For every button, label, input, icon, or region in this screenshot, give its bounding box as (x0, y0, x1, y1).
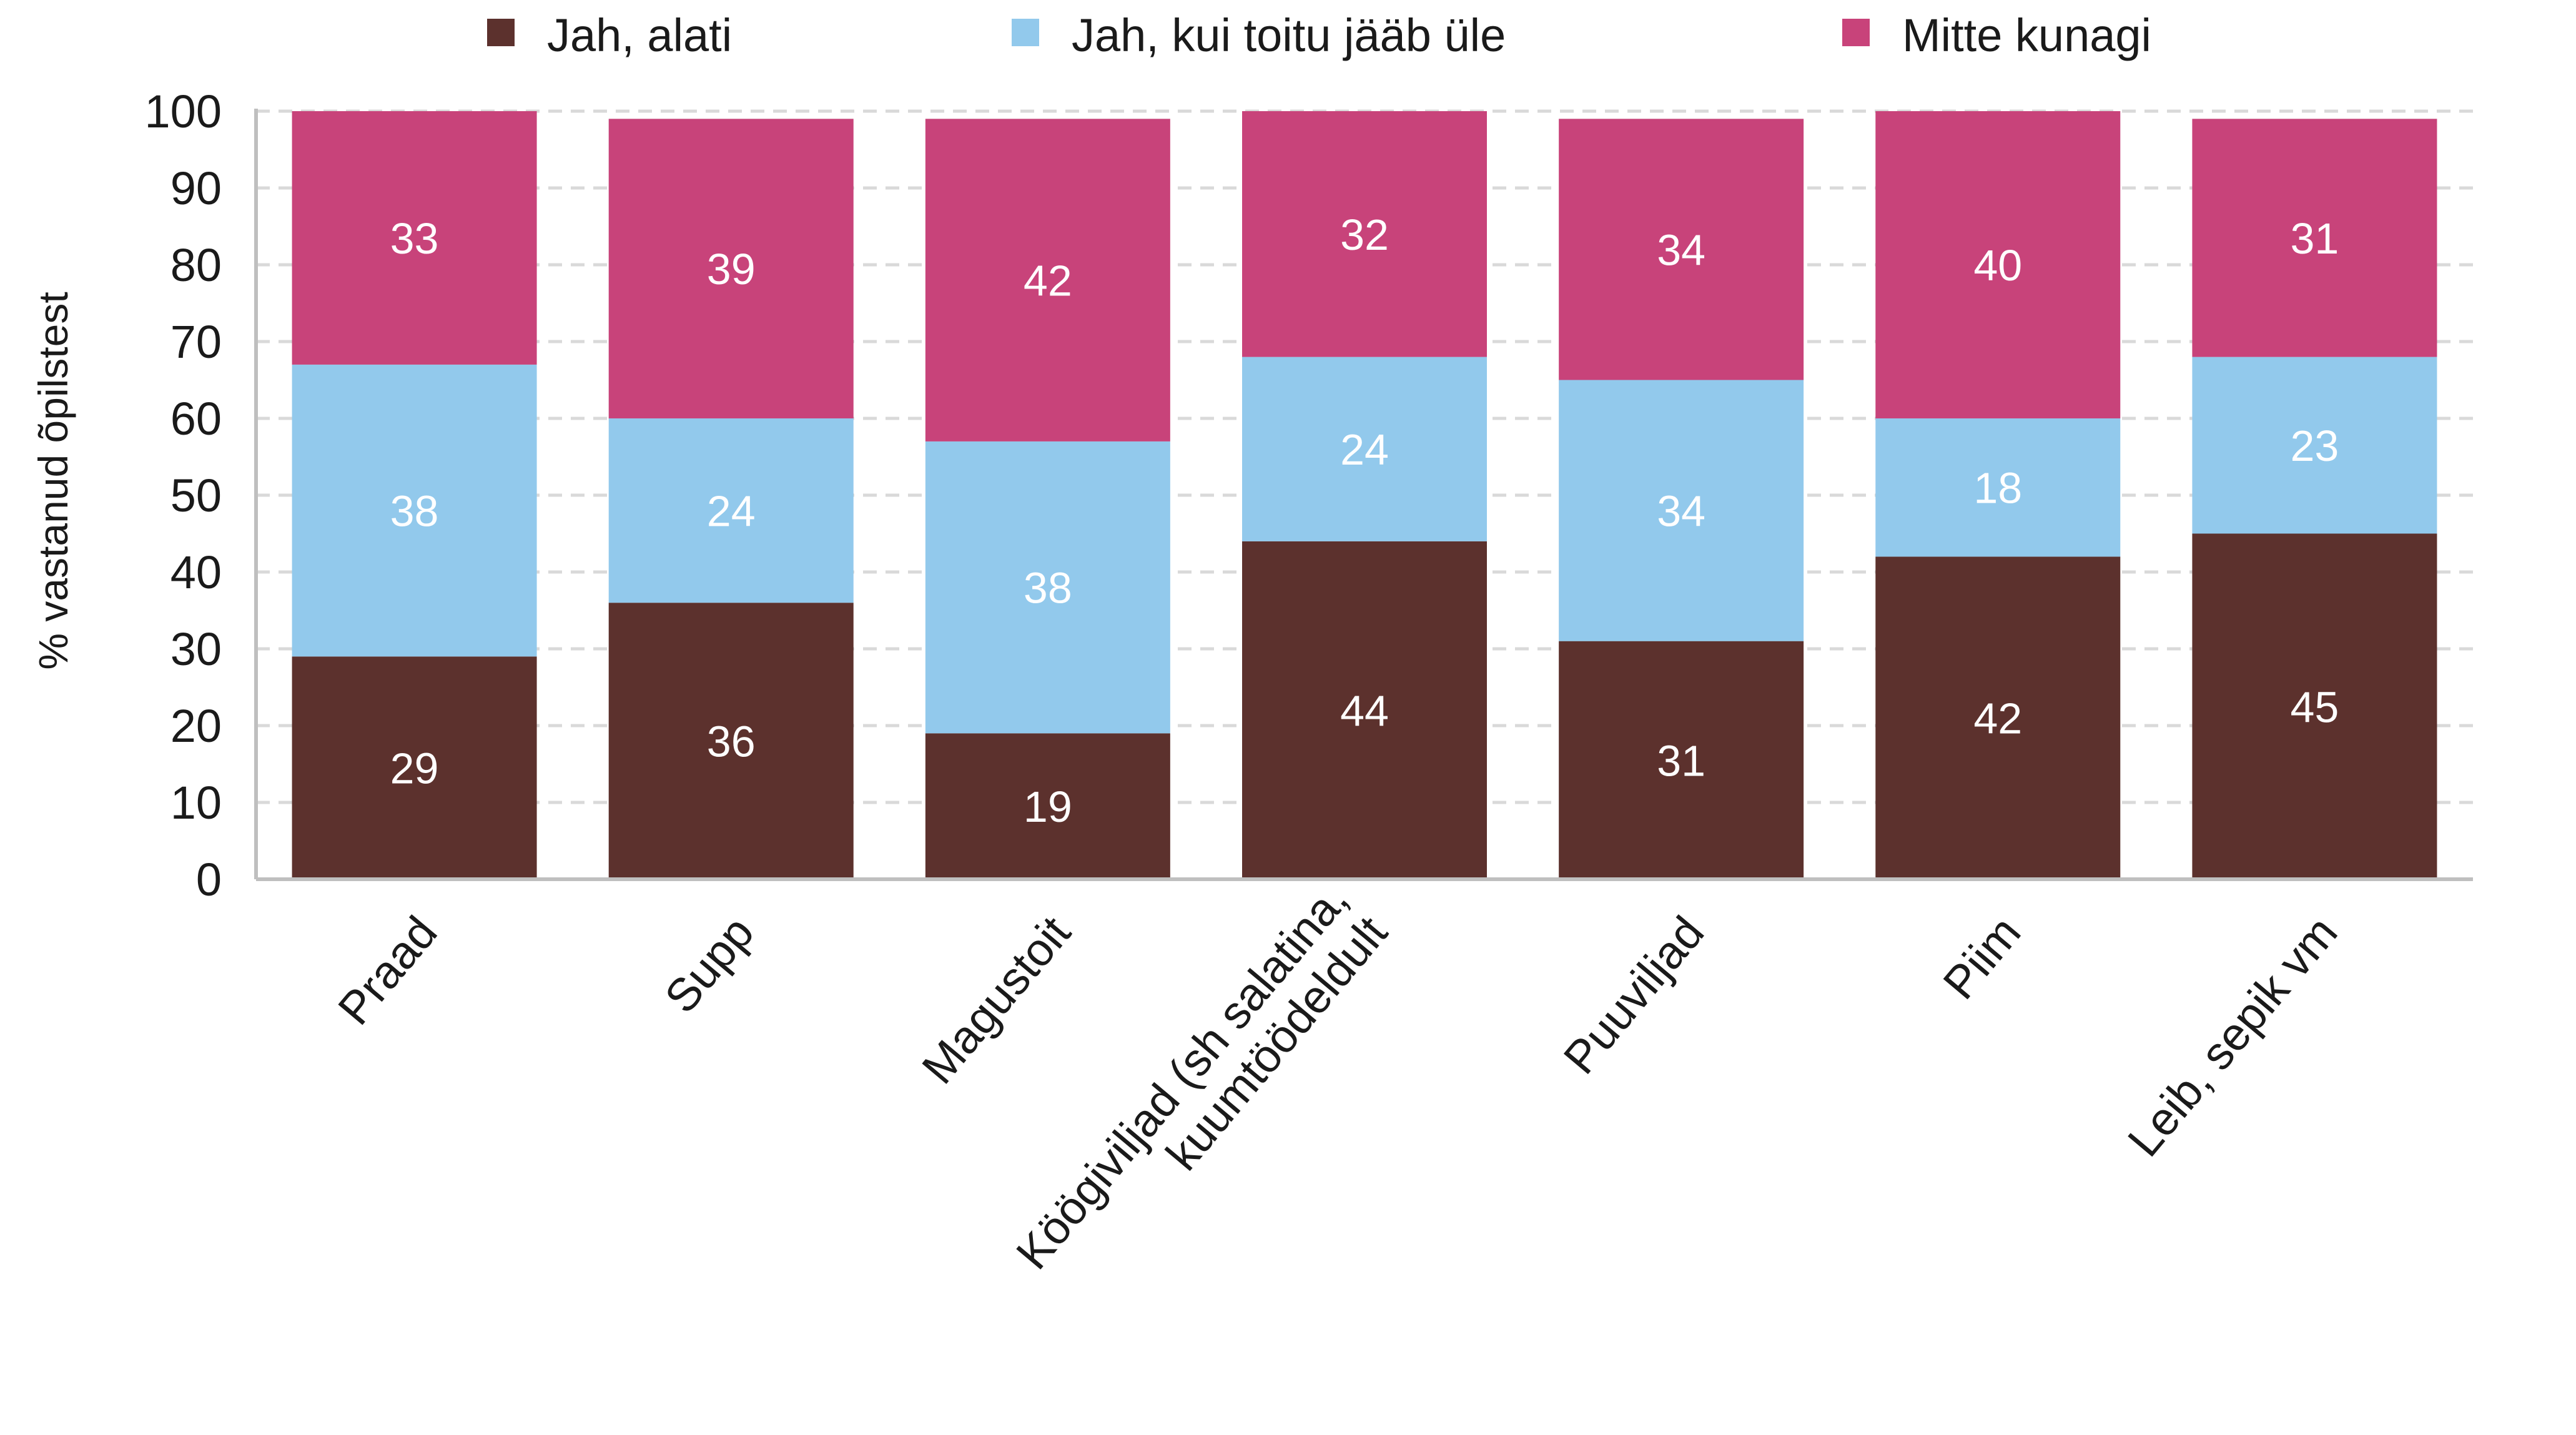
x-category-label-7-line-1: Leib, sepik vm (2118, 907, 2347, 1166)
bar-segment-4-3 (1242, 111, 1487, 357)
bar-segment-3-2 (925, 441, 1170, 734)
data-label-2-2: 24 (707, 487, 756, 536)
y-tick-label-60: 60 (170, 393, 222, 445)
legend-swatch-2 (1012, 19, 1039, 46)
x-category-label-5-line-1: Puuviljad (1554, 907, 1714, 1083)
bar-segment-2-1 (608, 603, 854, 879)
legend-label-1: Jah, alati (547, 9, 732, 61)
y-tick-labels: 0 10 20 30 40 50 60 70 80 90 100 (145, 86, 222, 905)
data-label-6-3: 40 (1973, 241, 2022, 290)
bar-segment-2-3 (608, 119, 854, 419)
bar-segment-3-3 (925, 119, 1170, 441)
data-label-6-1: 42 (1973, 694, 2022, 743)
bar-segment-5-3 (1559, 119, 1804, 380)
y-axis-title: % vastanud õpilstest (30, 292, 76, 669)
bar-segment-3-1 (925, 733, 1170, 879)
y-tick-label-0: 0 (196, 854, 222, 905)
data-label-2-1: 36 (707, 718, 756, 766)
data-label-7-2: 23 (2290, 422, 2339, 470)
bar-segment-1-3 (292, 111, 537, 365)
y-tick-label-50: 50 (170, 470, 222, 521)
legend-label-2: Jah, kui toitu jääb üle (1072, 9, 1506, 61)
data-label-1-2: 38 (390, 487, 439, 536)
data-label-1-3: 33 (390, 214, 439, 263)
x-category-label-group-3: Magustoit (912, 906, 1080, 1093)
bar-segment-1-1 (292, 656, 537, 879)
bar-segment-2-2 (608, 418, 854, 603)
bar-segment-7-3 (2192, 119, 2437, 357)
legend: Jah, alati Jah, kui toitu jääb üle Mitte k… (487, 9, 2151, 61)
bar-segment-6-3 (1875, 111, 2121, 418)
data-label-3-2: 38 (1024, 564, 1072, 613)
y-tick-label-30: 30 (170, 623, 222, 675)
legend-label-3: Mitte kunagi (1902, 9, 2151, 61)
data-label-5-2: 34 (1657, 487, 1705, 536)
bar-segment-7-1 (2192, 533, 2437, 879)
x-category-label-1-line-1: Praad (328, 907, 447, 1035)
data-label-6-2: 18 (1973, 464, 2022, 513)
y-tick-label-10: 10 (170, 777, 222, 829)
y-tick-label-90: 90 (170, 162, 222, 214)
x-category-label-group-6: Piim (1933, 907, 2030, 1009)
legend-swatch-3 (1842, 19, 1870, 46)
axes (254, 109, 2473, 881)
data-label-1-1: 29 (390, 744, 439, 793)
bar-segment-4-1 (1242, 541, 1487, 879)
bars (292, 111, 2437, 879)
bar-segment-6-1 (1875, 556, 2121, 879)
y-tick-label-20: 20 (170, 700, 222, 752)
x-category-label-group-1: Praad (328, 907, 447, 1035)
data-label-5-3: 34 (1657, 225, 1705, 274)
x-category-label-group-5: Puuviljad (1554, 907, 1714, 1083)
bar-segment-7-2 (2192, 357, 2437, 534)
bar-segment-5-2 (1559, 380, 1804, 641)
bar-segment-6-2 (1875, 418, 2121, 557)
y-tick-label-70: 70 (170, 316, 222, 368)
data-label-7-3: 31 (2290, 214, 2339, 263)
y-tick-label-80: 80 (170, 239, 222, 291)
x-category-label-3-line-1: Magustoit (912, 906, 1080, 1093)
bar-segment-1-2 (292, 364, 537, 657)
x-category-label-2-line-1: Supp (654, 907, 764, 1023)
bar-segment-5-1 (1559, 641, 1804, 879)
data-label-4-1: 44 (1340, 686, 1389, 735)
data-label-3-3: 42 (1024, 257, 1072, 305)
x-category-label-group-7: Leib, sepik vm (2118, 907, 2347, 1166)
x-category-label-group-2: Supp (654, 907, 764, 1023)
legend-swatch-1 (487, 19, 515, 46)
x-category-label-6-line-1: Piim (1933, 907, 2030, 1009)
data-label-4-3: 32 (1340, 210, 1389, 259)
bar-segment-4-2 (1242, 357, 1487, 541)
data-label-2-3: 39 (707, 245, 756, 293)
data-label-7-1: 45 (2290, 683, 2339, 731)
data-label-3-1: 19 (1024, 782, 1072, 831)
data-labels: 29 38 33 36 24 39 19 38 42 44 24 32 31 34 34 42 18 40 45 23… (390, 210, 2339, 831)
data-label-4-2: 24 (1340, 425, 1389, 474)
data-label-5-1: 31 (1657, 736, 1705, 785)
y-tick-label-100: 100 (145, 86, 222, 137)
y-tick-label-40: 40 (170, 546, 222, 598)
